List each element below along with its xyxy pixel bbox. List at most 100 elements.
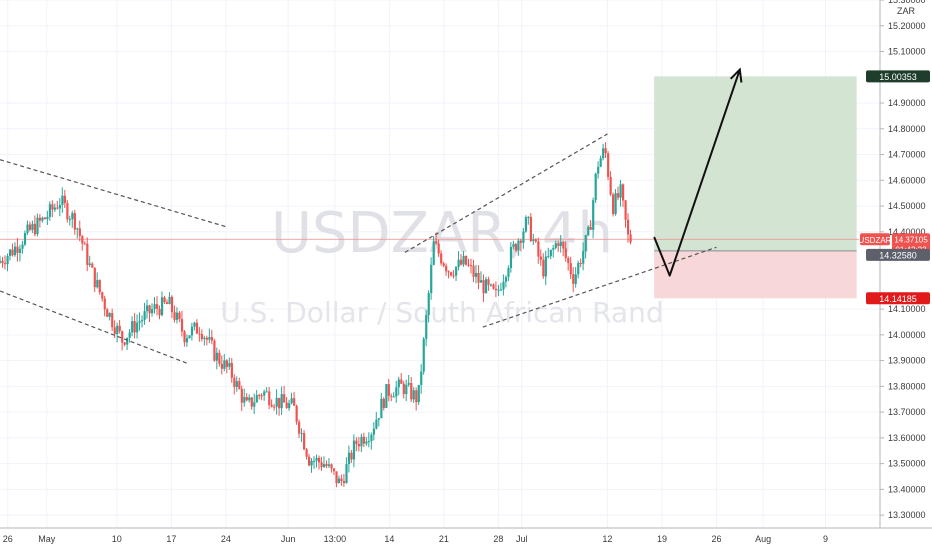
candle-body (320, 462, 323, 467)
candle-body (450, 272, 453, 276)
stop-price-tag (866, 292, 930, 305)
price-tick-label: 14.90000 (888, 98, 926, 108)
candle-body (587, 226, 590, 236)
candle-body (3, 263, 7, 265)
target-price-tag (866, 70, 930, 83)
candle-body (58, 205, 62, 209)
candle-body (188, 335, 191, 339)
candle-body (0, 260, 2, 263)
projection-arrow[interactable] (653, 67, 743, 277)
price-axis-ticks: 15.30000 15.20000 15.10000 14.90000 14.80000… (880, 0, 926, 520)
candle-body (602, 148, 605, 159)
candle-body (148, 305, 151, 314)
candle-body (43, 217, 47, 220)
time-tick-label: 21 (439, 534, 449, 544)
candle-body (509, 246, 513, 269)
candle-body (225, 360, 228, 367)
price-tick-label: 13.70000 (888, 407, 926, 417)
descending-channel-upper[interactable] (0, 159, 227, 228)
candle-body (457, 259, 460, 267)
candle-body (387, 384, 390, 396)
candle-body (108, 313, 111, 317)
candle-body (26, 224, 29, 234)
candle-body (198, 333, 201, 335)
candle-body (101, 292, 104, 299)
candle-body (61, 195, 64, 206)
profit-zone[interactable] (654, 76, 857, 251)
stop-price-tag-text: 14.14185 (879, 294, 917, 304)
candle-body (367, 441, 371, 443)
price-tick-label: 13.60000 (888, 433, 926, 443)
candle-body (240, 388, 243, 403)
target-price-tag-text: 15.00353 (879, 72, 917, 82)
candle-body (283, 394, 286, 403)
candle-body (626, 219, 630, 235)
candle-body (273, 406, 276, 408)
candle-body (136, 322, 139, 333)
candle-body (529, 216, 533, 242)
candle-body (507, 268, 510, 278)
candle-body (355, 440, 358, 445)
candle-body (300, 433, 303, 435)
candle-body (524, 217, 528, 232)
candle-body (489, 284, 493, 286)
time-tick-label: 26 (711, 534, 721, 544)
ascending-channel-lower[interactable] (482, 246, 717, 328)
candle-body (599, 158, 602, 167)
candle-body (397, 379, 400, 388)
entry-price-tag-text: 14.32580 (879, 250, 917, 260)
price-axis-background[interactable] (880, 0, 932, 528)
candle-body (537, 241, 540, 257)
candle-body (539, 256, 542, 260)
candle-body (128, 332, 131, 338)
candle-body (103, 298, 106, 310)
candle-body (133, 321, 136, 333)
candle-body (63, 195, 66, 204)
price-tick-label: 14.50000 (888, 201, 926, 211)
candle-body (572, 274, 575, 284)
candle-body (477, 273, 480, 283)
price-tags: 15.00353USDZAR14.3710501:42:2314.3258014… (859, 70, 930, 305)
price-tick-label: 14.60000 (888, 175, 926, 185)
trend-lines[interactable] (0, 133, 717, 364)
candle-body (53, 207, 57, 210)
price-tick-label: 13.80000 (888, 381, 926, 391)
candle-body (330, 464, 333, 469)
candle-body (420, 371, 423, 385)
candle-body (111, 313, 114, 328)
candle-body (245, 397, 248, 401)
candle-body (223, 360, 226, 369)
candle-body (360, 436, 363, 447)
time-tick-label: 24 (221, 534, 231, 544)
candle-body (248, 397, 251, 401)
candle-body (532, 239, 535, 242)
candle-body (347, 452, 351, 465)
loss-zone[interactable] (654, 250, 857, 299)
candle-body (372, 428, 376, 435)
candle-body (173, 312, 176, 320)
candle-body (514, 243, 518, 251)
time-axis-background[interactable] (0, 528, 932, 550)
candle-body (352, 440, 356, 460)
candle-body (31, 223, 34, 230)
candle-body (288, 403, 291, 409)
candle-body (325, 464, 328, 467)
candle-body (76, 228, 79, 230)
candle-body (497, 289, 500, 291)
candle-body (469, 265, 473, 267)
candle-body (210, 337, 214, 341)
candle-body (577, 262, 580, 275)
candle-body (335, 471, 338, 484)
candle-body (405, 384, 408, 395)
candle-body (385, 384, 388, 408)
candle-body (143, 311, 146, 320)
time-tick-label: Aug (755, 534, 771, 544)
projection-path[interactable] (653, 69, 741, 277)
descending-channel-lower[interactable] (0, 290, 188, 364)
candle-body (317, 457, 321, 463)
candle-body (141, 319, 144, 322)
candle-body (310, 460, 313, 466)
